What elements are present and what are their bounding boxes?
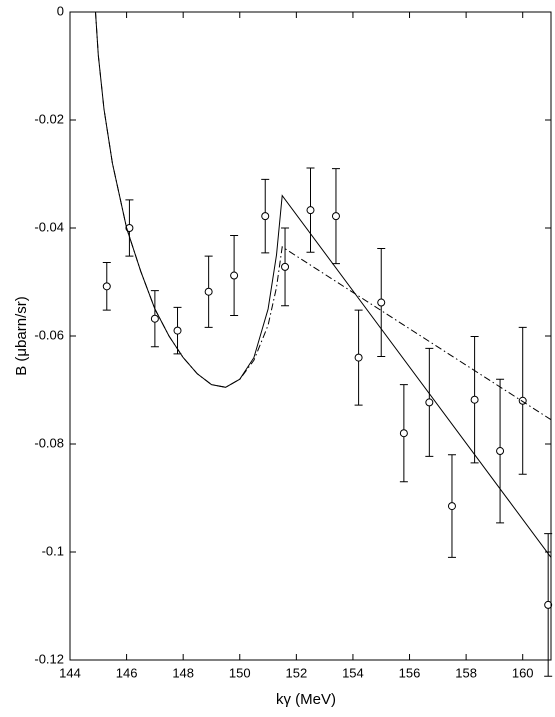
error-bar [354, 309, 363, 406]
model-curve [95, 11, 552, 558]
data-point [125, 224, 134, 232]
error-bar [470, 336, 479, 464]
y-tick-label: -0.06 [34, 327, 64, 342]
plot-frame [69, 11, 552, 661]
error-bar [425, 347, 434, 457]
error-bar [377, 248, 386, 358]
error-bar [399, 384, 408, 483]
data-point [377, 298, 386, 307]
data-point [544, 600, 553, 609]
error-bar [447, 454, 456, 558]
data-point [496, 447, 505, 456]
error-bar [331, 168, 340, 265]
data-point [518, 396, 527, 405]
x-tick-label: 154 [342, 665, 364, 680]
y-tick-label: -0.02 [34, 111, 64, 126]
y-tick-label: -0.04 [34, 219, 64, 234]
x-axis-label: kγ (MeV) [276, 691, 336, 708]
error-bar [150, 290, 159, 348]
x-tick-label: 152 [286, 665, 308, 680]
data-point [102, 282, 111, 291]
x-tick-label: 144 [59, 665, 81, 680]
data-point [230, 271, 239, 280]
data-point [470, 395, 479, 404]
error-bar [544, 533, 553, 677]
x-tick-label: 160 [512, 665, 534, 680]
x-tick-label: 158 [455, 665, 477, 680]
data-point [331, 212, 340, 221]
error-bar [261, 178, 270, 254]
data-point [447, 502, 456, 511]
y-tick-label: -0.12 [34, 651, 64, 666]
x-tick-label: 148 [172, 665, 194, 680]
y-axis-label: B (μbarn/sr) [13, 296, 30, 376]
data-point [281, 262, 290, 271]
data-point [399, 429, 408, 438]
data-point [204, 287, 213, 296]
error-bar [230, 235, 239, 316]
error-bar [306, 167, 315, 253]
data-point [425, 398, 434, 407]
error-bar [125, 199, 134, 257]
model-curve [95, 11, 552, 421]
error-bar [102, 262, 111, 311]
data-point [150, 314, 159, 323]
x-tick-label: 150 [229, 665, 251, 680]
x-tick-label: 146 [116, 665, 138, 680]
data-point [306, 206, 315, 215]
y-tick-label: -0.08 [34, 435, 64, 450]
y-tick-label: -0.1 [42, 543, 64, 558]
error-bar [173, 306, 182, 355]
data-point [173, 326, 182, 335]
data-point [261, 212, 270, 221]
x-tick-label: 156 [399, 665, 421, 680]
data-point [354, 353, 363, 362]
error-bar [496, 378, 505, 524]
error-bar [204, 255, 213, 328]
error-bar [281, 227, 290, 307]
y-tick-label: 0 [57, 3, 64, 18]
error-bar [518, 326, 527, 475]
